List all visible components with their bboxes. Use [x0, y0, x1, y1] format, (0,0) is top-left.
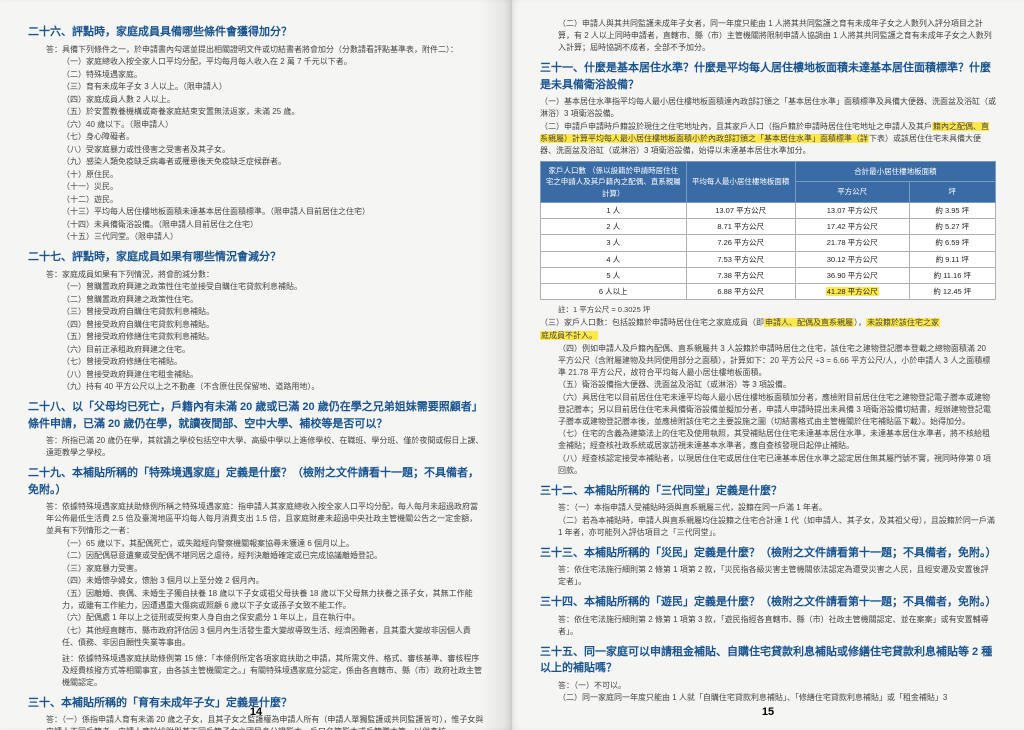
q30-a: 答：（一）係指申請人育有未滿 20 歲之子女，且其子女之監護權為申請人所有（申請… — [46, 714, 484, 730]
page-right: （二）申請人與其共同監護未成年子女者，同一年度只能由 1 人將其共同監護之育有未… — [512, 0, 1024, 730]
q30-2: （二）申請人與其共同監護未成年子女者，同一年度只能由 1 人將其共同監護之育有未… — [558, 18, 996, 54]
table-note: 註：1 平方公尺 = 0.3025 坪 — [558, 304, 996, 315]
q31-i1: （一）基本居住水準指平均每人最小居住樓地板面積達內政部訂頒之「基本居住水準」面積… — [540, 96, 996, 120]
page-number-left: 14 — [250, 704, 262, 721]
q28-a: 答：所指已滿 20 歲仍在學，其就讀之學校包括空中大學、高級中學以上進修學校、在… — [46, 435, 484, 459]
q28: 二十八、以「父母均已死亡，戶籍內有未滿 20 歲或已滿 20 歲仍在學之兄弟姐妹… — [28, 399, 484, 432]
q35-b: （二）同一家庭同一年度只能由 1 人就「自購住宅貸款利息補貼」、「修繕住宅貸款利… — [558, 692, 996, 704]
q31-i3c: 庭成員不計入。 — [540, 331, 598, 340]
page-number-right: 15 — [762, 704, 774, 721]
q27: 二十七、評點時，家庭成員如果有哪些情況會減分？ — [28, 249, 484, 266]
q34: 三十四、本補貼所稱的「遊民」定義是什麼？（檢附之文件請看第十一題；不具備者，免附… — [540, 594, 996, 611]
q32-items: 答：（一）本指申請人受補貼時須與直系親屬三代，設籍在同一戶滿 1 年者。（二）若… — [558, 502, 996, 539]
q29-note: 註：依據特殊境遇家庭扶助條例第 15 條：「本條例所定各項家庭扶助之申請，其所需… — [62, 653, 484, 689]
q35: 三十五、同一家庭可以申請租金補貼、自購住宅貸款利息補貼或修繕住宅貸款利息補貼等 … — [540, 644, 996, 677]
q35-a: 答：（一）不可以。 — [558, 680, 996, 692]
q33: 三十三、本補貼所稱的「災民」定義是什麼？（檢附之文件請看第十一題；不具備者，免附… — [540, 545, 996, 562]
th-sqm: 平方公尺 — [795, 182, 909, 202]
q29-items: （一）65 歲以下，其配偶死亡，或失蹤經向警察機關報案協尋未獲達 6 個月以上。… — [62, 538, 484, 649]
q34-a: 答：依住宅法施行細則第 2 條第 1 項第 3 款，「遊民指經各直轄市、縣（市）… — [558, 614, 996, 638]
page-left: 二十六、評點時，家庭成員具備哪些條件會獲得加分？ 答：具備下列條件之一，於申請書… — [0, 0, 512, 730]
th-total: 合計最小居住樓地板面積 — [795, 162, 995, 182]
th-avg: 平均每人最小居住樓地板面積 — [686, 162, 795, 203]
th-pop: 家戶人口數 （係以設籍於申請時居住住宅之申請人及其戶籍內之配偶、直系親屬計算） — [541, 162, 687, 203]
q31: 三十一、什麼是基本居住水準？什麼是平均每人居住樓地板面積未達基本居住面積標準？什… — [540, 60, 996, 93]
q31-i2: （二）申請戶申請時戶籍設於現住之住宅地址內，且其家戶人口（指戶籍於申請時居住住宅… — [540, 121, 996, 157]
th-ping: 坪 — [909, 182, 995, 202]
q33-a: 答：依住宅法施行細則第 2 條第 1 項第 2 款，「災民指各級災害主管機關依法… — [558, 564, 996, 588]
q29-a: 答：依據特殊境遇家庭扶助條例所稱之特殊境遇家庭：指申請人其家庭總收入按全家人口平… — [46, 501, 484, 537]
q32: 三十二、本補貼所稱的「三代同堂」定義是什麼？ — [540, 483, 996, 500]
area-table: 家戶人口數 （係以設籍於申請時居住住宅之申請人及其戶籍內之配偶、直系親屬計算）平… — [540, 161, 996, 300]
q29: 二十九、本補貼所稱的「特殊境遇家庭」定義是什麼？（檢附之文件請看十一題；不具備者… — [28, 465, 484, 498]
q26: 二十六、評點時，家庭成員具備哪些條件會獲得加分？ — [28, 24, 484, 41]
q31-post: （四）例如申請人及戶籍內配偶、直系親屬共 3 人設籍於申請時居住之住宅，該住宅之… — [558, 343, 996, 477]
q27-items: （一）曾購置政府興建之政策性住宅並接受自購住宅貸款利息補貼。（二）曾購置政府興建… — [62, 281, 484, 393]
q26-items: （一）家庭總收入按全家人口平均分配，平均每月每人收入在 2 萬 7 千元以下者。… — [62, 56, 484, 243]
q27-a: 答：家庭成員如果有下列情況，將會酌減分數： — [46, 269, 484, 281]
q31-i3: （三）家戶人口數：包括設籍於申請時居住住宅之家庭成員（即申請人、配偶及直系親屬）… — [540, 317, 996, 329]
q26-a: 答：具備下列條件之一，於申請書內勾選並提出相關證明文件或切結書者將會加分（分數請… — [46, 44, 484, 56]
